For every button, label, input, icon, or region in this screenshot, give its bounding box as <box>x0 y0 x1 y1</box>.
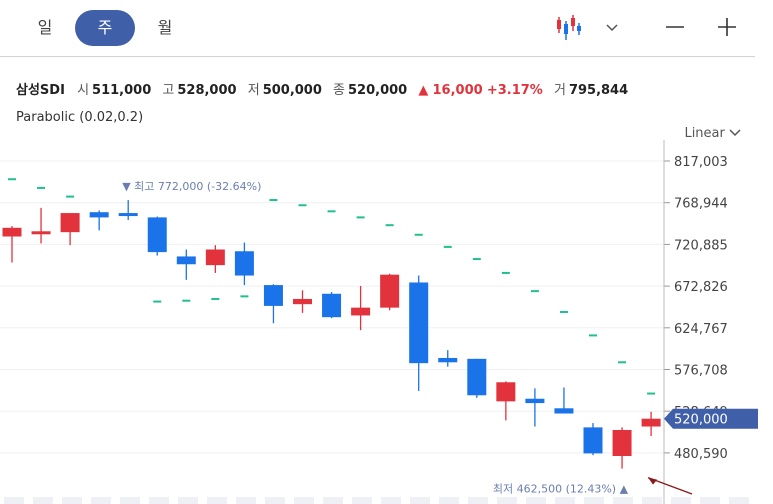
candle-body[interactable] <box>467 358 487 396</box>
close-value: 520,000 <box>348 83 408 98</box>
candle-body[interactable] <box>554 408 574 414</box>
chevron-down-icon[interactable] <box>606 18 618 37</box>
time-axis-cell <box>62 497 82 504</box>
low-value: 500,000 <box>262 83 322 98</box>
candle-body[interactable] <box>205 249 225 266</box>
pointer-arrow-head <box>648 477 658 485</box>
time-axis-cell <box>700 497 720 504</box>
quote-summary: 삼성SDI 시 511,000 고 528,000 저 500,000 종 520,00… <box>16 79 635 98</box>
close-label: 종 <box>333 83 346 98</box>
time-axis-cell <box>294 497 314 504</box>
tab-day[interactable]: 일 <box>37 18 53 37</box>
change-value: 16,000 <box>432 83 483 98</box>
candle-body[interactable] <box>2 227 22 237</box>
plus-icon[interactable] <box>716 16 738 42</box>
tab-month[interactable]: 월 <box>157 18 173 37</box>
time-axis-cell <box>526 497 546 504</box>
up-triangle-icon: ▲ <box>418 83 429 98</box>
y-tick-label: 576,708 <box>674 364 728 379</box>
candle-body[interactable] <box>438 357 458 363</box>
candle-body[interactable] <box>583 427 603 454</box>
y-tick-label: 768,944 <box>674 197 728 212</box>
low-annotation: 최저 462,500 (12.43%) ▲ <box>493 483 629 496</box>
period-toolbar: 일 주 월 <box>0 0 755 57</box>
price-tag <box>664 408 758 429</box>
y-tick-label: 624,767 <box>674 322 728 337</box>
time-axis-cell <box>381 497 401 504</box>
time-axis-cell <box>323 497 343 504</box>
time-axis-cell <box>91 497 111 504</box>
price-tag-label: 520,000 <box>674 413 728 428</box>
candle-body[interactable] <box>525 398 545 404</box>
candle-body[interactable] <box>351 307 371 316</box>
candle-body[interactable] <box>641 418 661 427</box>
candlestick-chart[interactable]: 817,003 768,944 720,885 672,826 624,767 576,7… <box>0 140 760 504</box>
candle-body[interactable] <box>176 256 196 265</box>
open-value: 511,000 <box>92 83 152 98</box>
change-percent: +3.17% <box>486 83 543 98</box>
time-axis-cell <box>410 497 430 504</box>
y-tick-label: 720,885 <box>674 238 728 253</box>
time-axis-cell <box>265 497 285 504</box>
candle-body[interactable] <box>380 274 400 308</box>
candlestick-icon[interactable] <box>555 13 583 45</box>
volume-value: 795,844 <box>568 83 629 98</box>
chevron-down-icon <box>729 126 741 141</box>
candle-body[interactable] <box>409 282 429 364</box>
indicator-label[interactable]: Parabolic (0.02,0.2) <box>16 110 144 125</box>
high-label: 고 <box>162 83 175 98</box>
candle-body[interactable] <box>612 429 632 457</box>
candle-body[interactable] <box>89 212 109 218</box>
high-annotation: ▼ 최고 772,000 (-32.64%) <box>122 180 261 193</box>
minus-icon[interactable] <box>664 16 686 42</box>
time-axis-cell <box>4 497 24 504</box>
candle-body[interactable] <box>496 382 516 402</box>
time-axis-cell <box>729 497 749 504</box>
scale-selector[interactable]: Linear <box>684 126 741 141</box>
tab-week[interactable]: 주 <box>75 10 135 46</box>
time-axis-cell <box>613 497 633 504</box>
candle-body[interactable] <box>234 251 254 276</box>
time-axis-cell <box>178 497 198 504</box>
time-axis-cell <box>642 497 662 504</box>
time-axis-cell <box>207 497 227 504</box>
candle-body[interactable] <box>60 213 80 233</box>
time-axis-cell <box>149 497 169 504</box>
candle-body[interactable] <box>118 213 138 217</box>
time-axis-cell <box>236 497 256 504</box>
y-tick-label: 817,003 <box>674 155 728 170</box>
candle-body[interactable] <box>31 231 51 235</box>
time-axis-cell <box>555 497 575 504</box>
time-axis-cell <box>584 497 604 504</box>
time-axis-cell <box>497 497 517 504</box>
low-label: 저 <box>247 83 260 98</box>
open-label: 시 <box>77 83 90 98</box>
volume-label: 거 <box>553 83 566 98</box>
time-axis-cell <box>352 497 372 504</box>
y-tick-label: 480,590 <box>674 447 728 462</box>
candle-body[interactable] <box>263 285 283 306</box>
candle-body[interactable] <box>322 293 342 318</box>
scale-label: Linear <box>684 126 725 141</box>
candle-body[interactable] <box>293 298 312 305</box>
time-axis-cell <box>671 497 691 504</box>
stock-name: 삼성SDI <box>16 83 65 98</box>
time-axis-cell <box>33 497 53 504</box>
high-value: 528,000 <box>177 83 237 98</box>
time-axis-cell <box>439 497 459 504</box>
y-tick-label: 672,826 <box>674 280 728 295</box>
candle-body[interactable] <box>147 217 167 253</box>
time-axis-cell <box>468 497 488 504</box>
time-axis-cell <box>120 497 140 504</box>
